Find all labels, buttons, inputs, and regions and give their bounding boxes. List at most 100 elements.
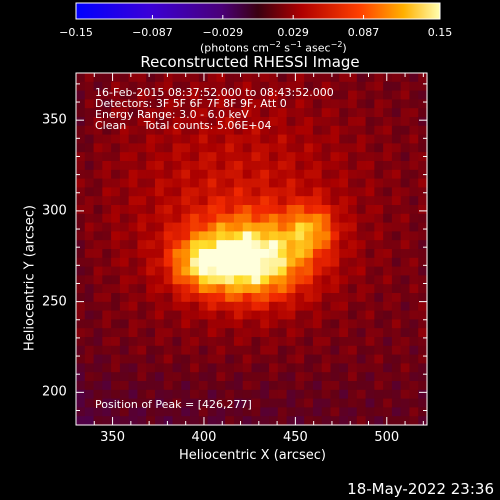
image-pixel <box>190 117 200 127</box>
image-pixel <box>225 161 235 171</box>
image-pixel <box>225 266 235 276</box>
image-pixel <box>339 81 349 92</box>
image-pixel <box>391 213 402 224</box>
image-pixel <box>216 416 226 426</box>
image-pixel <box>181 301 191 312</box>
image-pixel <box>84 354 95 364</box>
image-pixel <box>137 363 147 373</box>
image-pixel <box>163 152 174 162</box>
image-pixel <box>330 108 340 118</box>
image-pixel <box>93 354 103 364</box>
image-pixel <box>198 152 209 162</box>
image-pixel <box>233 398 244 408</box>
image-pixel <box>111 372 121 382</box>
image-pixel <box>190 143 200 153</box>
image-pixel <box>93 187 103 197</box>
image-pixel <box>339 328 349 338</box>
image-pixel <box>76 293 86 303</box>
image-pixel <box>128 240 139 250</box>
image-pixel <box>242 284 253 294</box>
image-pixel <box>119 125 130 136</box>
image-pixel <box>163 275 174 285</box>
image-pixel <box>93 345 103 356</box>
image-pixel <box>383 143 393 153</box>
image-pixel <box>286 125 296 136</box>
image-pixel <box>356 117 367 127</box>
image-pixel <box>356 187 367 197</box>
image-pixel <box>181 231 191 241</box>
image-pixel <box>409 90 419 100</box>
image-pixel <box>93 266 103 276</box>
image-pixel <box>233 381 244 391</box>
image-pixel <box>251 354 261 364</box>
image-pixel <box>391 266 402 276</box>
image-pixel <box>339 293 349 303</box>
image-pixel <box>216 125 226 136</box>
image-pixel <box>312 178 323 188</box>
image-pixel <box>207 152 218 162</box>
image-pixel <box>181 152 191 162</box>
image-pixel <box>409 354 419 364</box>
image-pixel <box>400 354 411 364</box>
image-pixel <box>356 152 367 162</box>
image-pixel <box>102 196 112 206</box>
image-pixel <box>304 266 314 276</box>
image-pixel <box>93 381 103 391</box>
image-pixel <box>348 196 358 206</box>
image-pixel <box>286 231 296 241</box>
image-pixel <box>339 178 349 188</box>
image-pixel <box>163 293 174 303</box>
image-pixel <box>225 152 235 162</box>
image-pixel <box>119 231 130 241</box>
image-pixel <box>198 257 209 268</box>
image-pixel <box>111 407 121 417</box>
image-pixel <box>269 363 279 373</box>
image-pixel <box>137 99 147 109</box>
image-pixel <box>207 249 218 259</box>
image-pixel <box>409 337 419 347</box>
image-pixel <box>365 293 375 303</box>
image-pixel <box>312 398 323 408</box>
image-pixel <box>365 134 375 144</box>
image-pixel <box>391 275 402 285</box>
image-pixel <box>374 275 384 285</box>
image-pixel <box>418 266 428 276</box>
image-pixel <box>76 213 86 224</box>
colorbar-units: (photons cm−2 s−1 asec−2) <box>200 40 347 55</box>
image-pixel <box>181 169 191 180</box>
image-pixel <box>260 143 270 153</box>
image-pixel <box>304 187 314 197</box>
image-pixel <box>225 416 235 426</box>
image-pixel <box>93 134 103 144</box>
image-pixel <box>330 337 340 347</box>
image-pixel <box>277 205 288 215</box>
image-pixel <box>365 301 375 312</box>
image-pixel <box>128 205 139 215</box>
image-pixel <box>374 90 384 100</box>
image-pixel <box>225 205 235 215</box>
image-pixel <box>198 328 209 338</box>
image-pixel <box>111 117 121 127</box>
image-pixel <box>400 240 411 250</box>
image-pixel <box>128 134 139 144</box>
image-pixel <box>365 90 375 100</box>
image-pixel <box>321 108 332 118</box>
image-pixel <box>418 205 428 215</box>
image-pixel <box>76 398 86 408</box>
image-pixel <box>242 178 253 188</box>
image-pixel <box>190 81 200 92</box>
image-pixel <box>348 125 358 136</box>
image-pixel <box>312 284 323 294</box>
image-pixel <box>225 196 235 206</box>
image-pixel <box>207 240 218 250</box>
image-pixel <box>154 354 165 364</box>
image-pixel <box>286 249 296 259</box>
image-pixel <box>339 196 349 206</box>
image-pixel <box>356 328 367 338</box>
image-pixel <box>383 90 393 100</box>
image-pixel <box>391 372 402 382</box>
image-pixel <box>163 416 174 426</box>
image-pixel <box>260 345 270 356</box>
image-pixel <box>418 301 428 312</box>
image-pixel <box>84 381 95 391</box>
